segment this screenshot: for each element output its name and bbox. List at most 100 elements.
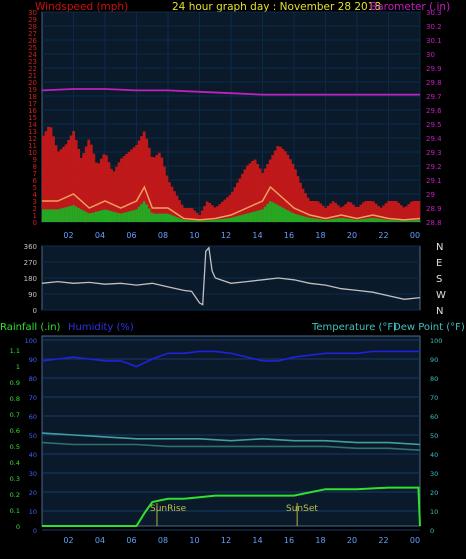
- windspeed-bar: [112, 171, 116, 222]
- gust-bar: [273, 203, 277, 222]
- barometer-header-label: Barometer (.in): [370, 1, 450, 13]
- gust-bar: [160, 213, 164, 222]
- windspeed-bar: [188, 208, 191, 222]
- gust-bar: [349, 219, 353, 222]
- barometer-tick-label: 29.6: [426, 107, 442, 115]
- gust-bar: [283, 208, 287, 222]
- humidity-tick-label: 40: [29, 451, 37, 459]
- humidity-tick-label: 70: [29, 394, 37, 402]
- temperature-tick-label: 50: [430, 432, 438, 440]
- windspeed-bar: [296, 176, 300, 222]
- gust-bar: [324, 219, 328, 222]
- humidity-tick-label: 10: [29, 508, 37, 516]
- gust-bar: [89, 213, 93, 222]
- gust-bar: [231, 217, 234, 222]
- windspeed-bar: [74, 139, 78, 222]
- gust-bar: [233, 216, 237, 222]
- gust-bar: [344, 218, 348, 222]
- windspeed-bar: [362, 202, 365, 222]
- windspeed-bar: [89, 144, 93, 222]
- wind-tick-label: 18: [28, 93, 37, 101]
- windspeed-bar: [130, 149, 134, 222]
- gust-bar: [412, 220, 416, 222]
- windspeed-bar: [246, 165, 249, 222]
- windspeed-bar: [404, 206, 408, 222]
- windspeed-bar: [62, 146, 65, 222]
- gust-bar: [117, 213, 121, 222]
- windspeed-bar: [278, 146, 282, 222]
- temperature-tick-label: 40: [430, 451, 438, 459]
- rain-tick-label: 0: [16, 523, 20, 531]
- windspeed-bar: [399, 205, 403, 222]
- hour-label: 12: [221, 231, 231, 240]
- windspeed-bar: [357, 206, 360, 222]
- hour-label: 00: [410, 231, 420, 240]
- wind-tick-label: 0: [33, 219, 37, 227]
- windspeed-bar: [364, 201, 368, 222]
- windspeed-bar: [299, 182, 302, 222]
- windspeed-bar: [392, 201, 396, 222]
- windspeed-bar: [72, 131, 76, 222]
- windspeed-bar: [97, 163, 101, 222]
- hour-label: 14: [252, 231, 262, 240]
- windspeed-bar: [47, 126, 50, 222]
- gust-bar: [122, 212, 126, 222]
- windspeed-bar: [67, 139, 71, 222]
- gust-bar: [369, 218, 373, 222]
- windspeed-bar: [354, 206, 358, 222]
- windspeed-bar: [304, 193, 307, 222]
- humidity-tick-label: 80: [29, 375, 37, 383]
- temperature-tick-label: 0: [430, 527, 434, 535]
- gust-bar: [223, 218, 227, 222]
- gust-bar: [299, 215, 302, 222]
- gust-bar: [341, 218, 345, 222]
- windspeed-bar: [54, 145, 58, 222]
- gust-bar: [397, 220, 401, 222]
- gust-bar: [384, 219, 388, 222]
- gust-bar: [241, 214, 244, 222]
- gust-bar: [409, 220, 413, 222]
- direction-tick-label: 360: [24, 243, 37, 251]
- rain-tick-label: 0.5: [10, 443, 20, 451]
- wind-direction-line: [41, 246, 421, 306]
- windspeed-bar: [168, 182, 171, 222]
- barometer-tick-label: 28.9: [426, 205, 442, 213]
- gust-bar: [321, 219, 325, 222]
- humidity-tick-label: 30: [29, 470, 37, 478]
- humidity-tick-label: 90: [29, 356, 37, 364]
- windspeed-bar: [336, 205, 340, 222]
- gust-bar: [404, 220, 408, 222]
- windspeed-bar: [94, 162, 98, 222]
- windspeed-bar: [223, 199, 227, 222]
- gust-bar: [185, 220, 189, 222]
- windspeed-bar: [178, 200, 181, 222]
- windspeed-bar: [152, 157, 156, 222]
- gust-bar: [382, 219, 386, 222]
- windspeed-bar: [135, 145, 139, 222]
- windspeed-bar: [64, 144, 68, 222]
- gust-bar: [261, 209, 265, 222]
- windspeed-bar: [258, 168, 262, 222]
- gust-bar: [178, 218, 181, 222]
- windspeed-bar: [198, 215, 202, 222]
- wind-tick-label: 8: [33, 163, 37, 171]
- gust-bar: [200, 220, 204, 222]
- rain-tick-label: 0.7: [10, 411, 20, 419]
- gust-bar: [417, 219, 421, 222]
- windspeed-bar: [377, 206, 380, 222]
- windspeed-bar: [412, 201, 416, 222]
- gust-bar: [64, 207, 68, 222]
- hour-label: 02: [63, 231, 73, 240]
- windspeed-bar: [165, 175, 169, 222]
- wind-tick-label: 25: [28, 44, 37, 52]
- gust-bar: [195, 220, 199, 222]
- windspeed-bar: [175, 195, 179, 222]
- gust-bar: [208, 220, 212, 222]
- temperature-tick-label: 30: [430, 470, 438, 478]
- barometer-tick-label: 29.3: [426, 149, 442, 157]
- windspeed-bar: [374, 203, 378, 222]
- gust-bar: [115, 212, 118, 222]
- windspeed-bar: [145, 138, 149, 222]
- windspeed-bar: [42, 135, 45, 222]
- gust-bar: [256, 210, 260, 222]
